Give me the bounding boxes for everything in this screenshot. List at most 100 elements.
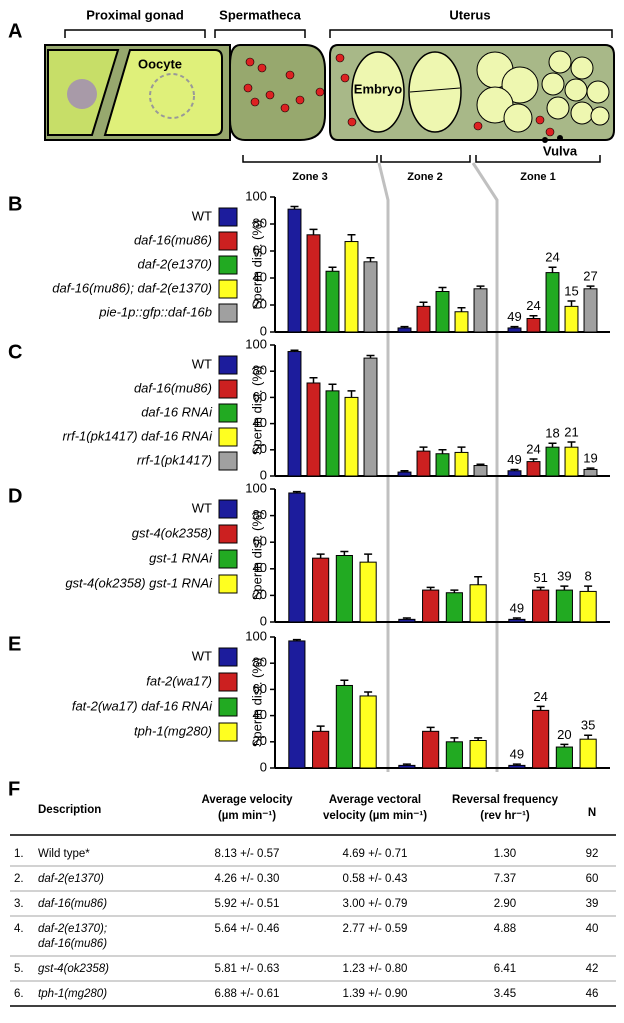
- error-bar: [438, 286, 447, 292]
- y-axis-label: Sperm dist. (%): [249, 511, 264, 601]
- error-bar: [586, 285, 595, 289]
- sperm: [473, 121, 483, 131]
- guide-line: [471, 162, 499, 772]
- bar: [397, 471, 412, 477]
- sperm: [265, 90, 275, 100]
- bar: [545, 272, 560, 333]
- error-bar: [426, 726, 435, 732]
- panel-label: F: [8, 778, 20, 800]
- zone-label: Zone 3: [292, 171, 327, 183]
- table-cell: 6.88 +/- 0.61: [215, 988, 280, 1000]
- error-bar: [340, 550, 349, 556]
- table-cell: 39: [586, 898, 599, 910]
- bar: [288, 640, 306, 769]
- y-tick-label: 100: [245, 480, 267, 495]
- y-tick-label: 20: [253, 733, 267, 748]
- table-cell: 7.37: [494, 873, 516, 885]
- legend-label: daf-2(e1370): [138, 256, 212, 271]
- embryo: [408, 51, 462, 133]
- row-description: daf-2(e1370);: [38, 923, 107, 935]
- legend-label: gst-4(ok2358): [132, 525, 212, 540]
- sperm: [243, 53, 555, 137]
- table-cell: 1.39 +/- 0.90: [343, 988, 408, 1000]
- bar: [363, 357, 378, 477]
- error-bar: [512, 617, 521, 620]
- error-bar: [510, 325, 519, 328]
- bar: [288, 492, 306, 623]
- error-bar: [290, 205, 299, 210]
- row-description: gst-4(ok2358): [38, 963, 109, 975]
- n-label: 8: [585, 569, 592, 584]
- error-bar: [536, 586, 545, 591]
- n-label: 24: [533, 689, 547, 704]
- error-bar: [457, 306, 466, 312]
- error-bar: [548, 442, 557, 448]
- error-bar: [529, 315, 538, 319]
- legend-swatch: [218, 255, 238, 275]
- table-cell: 60: [586, 873, 599, 885]
- bar: [469, 584, 487, 623]
- spermatheca: [229, 44, 326, 141]
- bar: [579, 590, 597, 623]
- y-axis-label: Sperm dist. (%): [249, 366, 264, 456]
- bar: [287, 351, 302, 477]
- bar: [312, 730, 330, 769]
- error-bar: [474, 576, 483, 585]
- row-number: 3.: [14, 898, 24, 910]
- legend-swatch: [218, 524, 238, 544]
- error-bar: [292, 638, 301, 641]
- bar: [422, 589, 440, 623]
- legend-swatch: [218, 403, 238, 423]
- y-axis-label: Sperm dist. (%): [249, 658, 264, 748]
- y-tick-label: 100: [245, 628, 267, 643]
- error-bar: [536, 705, 545, 711]
- bracket: [242, 155, 378, 163]
- error-bar: [290, 349, 299, 352]
- table-cell: 1.23 +/- 0.80: [343, 963, 408, 975]
- vulva-mark: [557, 135, 563, 141]
- legend-label: tph-1(mg280): [134, 723, 212, 738]
- n-label: 49: [507, 309, 521, 324]
- legend-label: gst-4(ok2358) gst-1 RNAi: [65, 575, 213, 590]
- y-tick-label: 0: [260, 759, 267, 774]
- bar: [507, 470, 522, 477]
- table-cell: 0.58 +/- 0.43: [343, 873, 408, 885]
- error-bar: [567, 300, 576, 307]
- legend-swatch: [218, 647, 238, 667]
- bar: [532, 709, 550, 769]
- bar: [526, 461, 541, 477]
- error-bar: [402, 763, 411, 766]
- cell-label: Oocyte: [138, 56, 182, 71]
- region-label: Spermatheca: [219, 7, 301, 22]
- bar: [344, 396, 359, 477]
- legend-label: gst-1 RNAi: [149, 550, 213, 565]
- uterus: [329, 44, 615, 141]
- cell: [548, 50, 572, 74]
- y-tick-label: 40: [253, 269, 267, 284]
- cell: [501, 66, 539, 104]
- legend-label: daf-16 RNAi: [141, 404, 213, 419]
- sperm: [535, 115, 545, 125]
- embryo: [476, 50, 610, 133]
- n-label: 35: [581, 718, 595, 733]
- bar: [359, 561, 377, 623]
- n-label: 18: [545, 426, 559, 441]
- bar: [398, 618, 416, 623]
- sperm: [340, 73, 350, 83]
- table-cell: 5.81 +/- 0.63: [215, 963, 280, 975]
- y-tick-label: 80: [253, 507, 267, 522]
- sperm: [545, 127, 555, 137]
- y-tick-label: 60: [253, 242, 267, 257]
- table-cell: 1.30: [494, 848, 516, 860]
- oocyte: [103, 49, 223, 136]
- bar: [363, 261, 378, 333]
- n-label: 24: [545, 250, 559, 265]
- error-bar: [529, 458, 538, 462]
- embryo: [351, 51, 405, 133]
- error-bar: [340, 679, 349, 686]
- y-tick-label: 60: [253, 681, 267, 696]
- bar: [532, 589, 550, 623]
- y-tick-label: 0: [260, 613, 267, 628]
- cell: [541, 72, 565, 96]
- bar: [526, 318, 541, 333]
